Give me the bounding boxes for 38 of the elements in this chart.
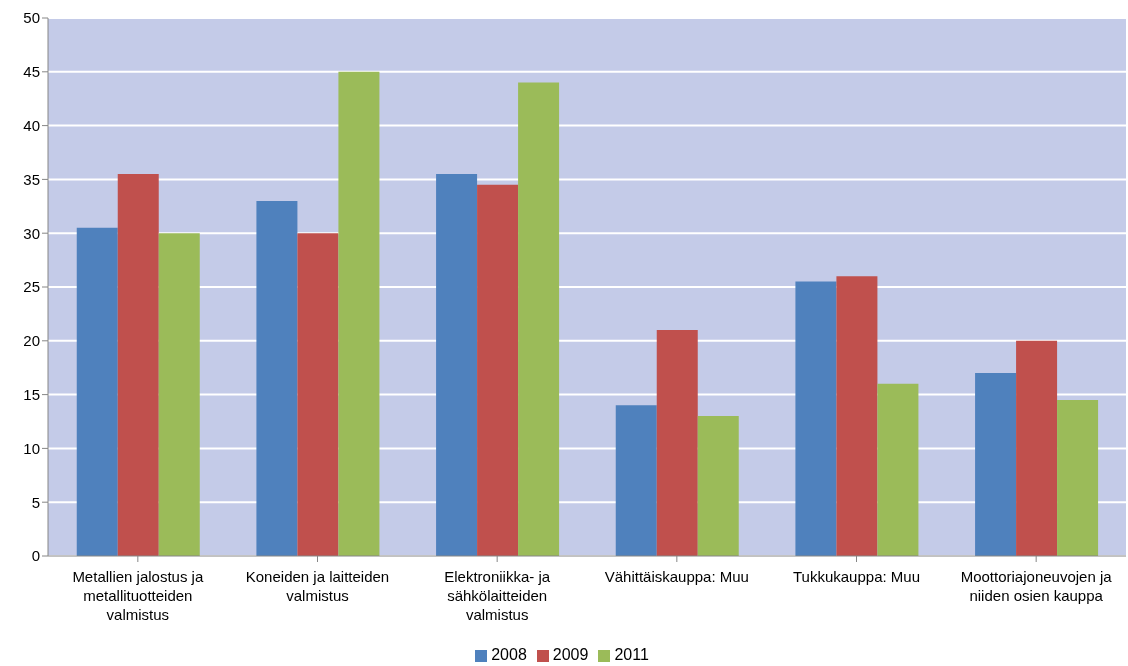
bar	[117, 174, 159, 556]
bar	[1057, 399, 1099, 556]
y-tick-label: 50	[23, 9, 40, 27]
legend-label: 2011	[614, 646, 649, 663]
y-tick-label: 25	[23, 278, 40, 296]
y-tick-label: 15	[23, 385, 40, 403]
y-tick-label: 30	[23, 224, 40, 242]
bar	[795, 281, 837, 556]
bar	[436, 174, 478, 556]
legend-label: 2008	[491, 646, 527, 663]
bar	[615, 405, 657, 556]
bar	[656, 330, 698, 556]
bar	[836, 276, 878, 556]
x-tick-label: Moottoriajoneuvojen ja niiden osien kauppa	[960, 568, 1113, 604]
y-tick-label: 0	[31, 547, 40, 565]
bar	[877, 383, 919, 556]
y-tick-label: 35	[23, 170, 40, 188]
bar	[297, 233, 339, 556]
bar	[158, 233, 200, 556]
bar	[338, 71, 380, 556]
bar	[975, 373, 1017, 556]
x-tick-label: Elektroniikka- ja sähkölaitteiden valmistus	[444, 568, 551, 623]
bar	[697, 416, 739, 556]
x-tick-label: Koneiden ja laitteiden valmistus	[245, 568, 390, 604]
y-tick-label: 5	[31, 493, 40, 511]
legend-label: 2009	[552, 646, 589, 663]
y-tick-label: 45	[23, 63, 40, 81]
bar	[477, 184, 519, 556]
x-tick-label: Metallien jalostus ja metallituotteiden valmistus	[72, 568, 204, 623]
y-tick-label: 20	[23, 332, 40, 350]
bar	[76, 227, 118, 556]
bar	[256, 200, 298, 556]
x-tick-label: Vähittäiskauppa: Muu	[604, 568, 749, 585]
bar	[518, 82, 560, 556]
x-tick-label: Tukkukauppa: Muu	[792, 568, 921, 585]
y-tick-label: 40	[23, 116, 40, 134]
y-tick-label: 10	[23, 439, 40, 457]
bar	[1016, 340, 1058, 556]
